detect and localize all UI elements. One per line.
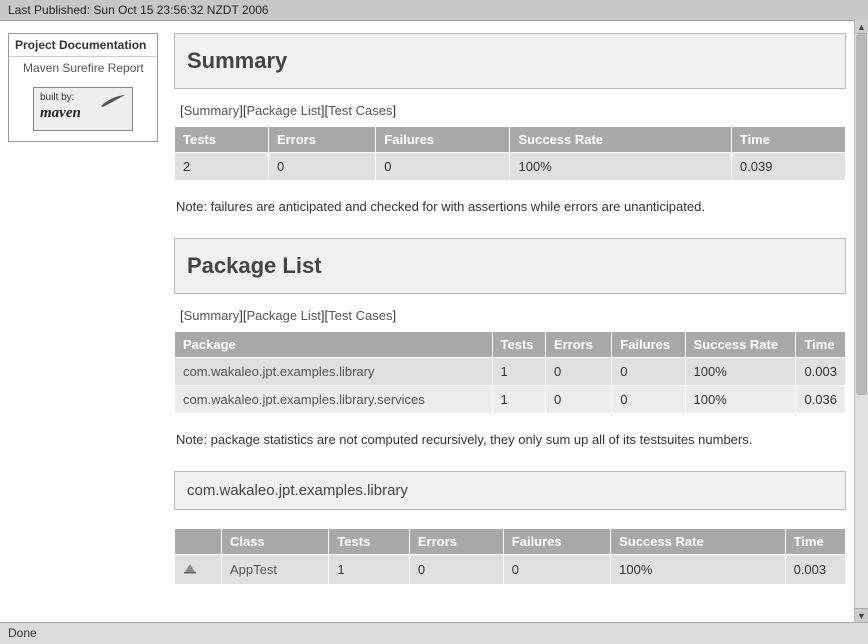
cell: AppTest: [221, 555, 328, 585]
scroll-down-icon[interactable]: ▼: [855, 608, 868, 622]
cell: 0.003: [785, 555, 845, 585]
table-row: AppTest 1 0 0 100% 0.003: [175, 555, 846, 585]
table-row: com.wakaleo.jpt.examples.library.service…: [175, 386, 846, 414]
col-errors: Errors: [268, 127, 375, 153]
col-success-rate: Success Rate: [685, 332, 796, 358]
cell: 0: [268, 153, 375, 181]
col-errors: Errors: [545, 332, 611, 358]
cell: 0: [503, 555, 610, 585]
nav-links-1: [Summary][Package List][Test Cases]: [180, 103, 846, 118]
sidebar: Project Documentation Maven Surefire Rep…: [8, 33, 158, 142]
cell: 2: [175, 153, 269, 181]
link-package-list[interactable]: Package List: [246, 103, 320, 118]
package-link[interactable]: com.wakaleo.jpt.examples.library.service…: [183, 392, 425, 407]
cell: 0.039: [731, 153, 845, 181]
cell: 100%: [611, 555, 785, 585]
col-class: Class: [221, 529, 328, 555]
package-detail-heading-box: com.wakaleo.jpt.examples.library: [174, 471, 846, 510]
main-content: Summary [Summary][Package List][Test Cas…: [174, 33, 846, 601]
detail-icon: [183, 561, 197, 575]
maven-badge[interactable]: built by: maven: [33, 87, 133, 131]
cell: 0.003: [796, 358, 846, 386]
nav-links-2: [Summary][Package List][Test Cases]: [180, 308, 846, 323]
col-tests: Tests: [492, 332, 545, 358]
sidebar-item-report[interactable]: Maven Surefire Report: [9, 57, 157, 77]
col-time: Time: [731, 127, 845, 153]
col-success-rate: Success Rate: [611, 529, 785, 555]
link-summary-2[interactable]: Summary: [184, 308, 240, 323]
status-text: Done: [8, 626, 37, 640]
scroll-thumb[interactable]: [856, 34, 867, 395]
cell: 0: [545, 386, 611, 414]
col-time: Time: [785, 529, 845, 555]
col-time: Time: [796, 332, 846, 358]
summary-title: Summary: [187, 48, 833, 74]
cell: 0: [612, 358, 685, 386]
package-link[interactable]: com.wakaleo.jpt.examples.library: [183, 364, 374, 379]
top-bar: Last Published: Sun Oct 15 23:56:32 NZDT…: [0, 0, 868, 21]
class-link[interactable]: AppTest: [230, 562, 277, 577]
col-package: Package: [175, 332, 493, 358]
summary-heading-box: Summary: [174, 33, 846, 89]
detail-table-header: Class Tests Errors Failures Success Rate…: [175, 529, 846, 555]
status-bar: Done: [0, 622, 868, 644]
col-success-rate: Success Rate: [510, 127, 731, 153]
sidebar-title: Project Documentation: [9, 34, 157, 57]
package-detail-title: com.wakaleo.jpt.examples.library: [187, 482, 833, 499]
feather-icon: [100, 94, 126, 108]
last-published-label: Last Published: Sun Oct 15 23:56:32 NZDT…: [8, 3, 269, 17]
sidebar-box: Project Documentation Maven Surefire Rep…: [8, 33, 158, 142]
col-failures: Failures: [612, 332, 685, 358]
link-summary[interactable]: Summary: [184, 103, 240, 118]
package-list-heading-box: Package List: [174, 238, 846, 294]
package-list-table: Package Tests Errors Failures Success Ra…: [174, 331, 846, 414]
cell-icon: [175, 555, 222, 585]
cell: com.wakaleo.jpt.examples.library: [175, 358, 493, 386]
col-failures: Failures: [376, 127, 510, 153]
cell: 0: [612, 386, 685, 414]
package-list-title: Package List: [187, 253, 833, 279]
summary-note: Note: failures are anticipated and check…: [176, 199, 846, 214]
cell: 100%: [685, 386, 796, 414]
cell: 1: [492, 358, 545, 386]
col-blank: [175, 529, 222, 555]
scroll-up-icon[interactable]: ▲: [855, 20, 868, 34]
link-test-cases-2[interactable]: Test Cases: [328, 308, 392, 323]
table-row: com.wakaleo.jpt.examples.library 1 0 0 1…: [175, 358, 846, 386]
col-errors: Errors: [409, 529, 503, 555]
col-tests: Tests: [175, 127, 269, 153]
col-tests: Tests: [329, 529, 410, 555]
summary-table-header: Tests Errors Failures Success Rate Time: [175, 127, 846, 153]
cell: com.wakaleo.jpt.examples.library.service…: [175, 386, 493, 414]
cell: 0: [409, 555, 503, 585]
table-row: 2 0 0 100% 0.039: [175, 153, 846, 181]
link-package-list-2[interactable]: Package List: [246, 308, 320, 323]
cell: 100%: [510, 153, 731, 181]
scrollbar[interactable]: ▲ ▼: [854, 20, 868, 622]
package-table-header: Package Tests Errors Failures Success Ra…: [175, 332, 846, 358]
cell: 100%: [685, 358, 796, 386]
cell: 1: [329, 555, 410, 585]
summary-table: Tests Errors Failures Success Rate Time …: [174, 126, 846, 181]
package-list-note: Note: package statistics are not compute…: [176, 432, 846, 447]
cell: 1: [492, 386, 545, 414]
col-failures: Failures: [503, 529, 610, 555]
cell: 0: [376, 153, 510, 181]
link-test-cases[interactable]: Test Cases: [328, 103, 392, 118]
cell: 0.036: [796, 386, 846, 414]
package-detail-table: Class Tests Errors Failures Success Rate…: [174, 528, 846, 585]
cell: 0: [545, 358, 611, 386]
